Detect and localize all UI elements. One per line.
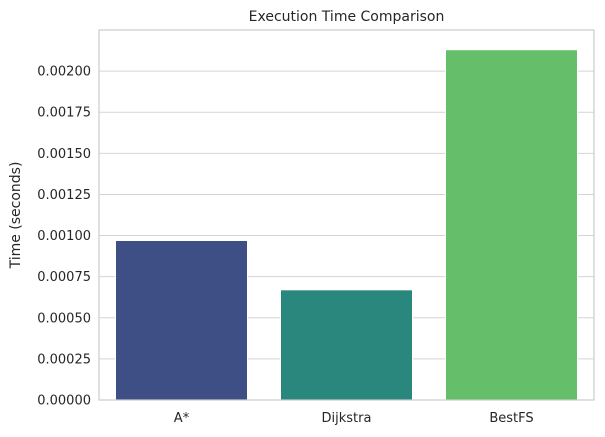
y-tick-label: 0.00100 [37,229,91,244]
chart-title: Execution Time Comparison [249,9,445,25]
y-tick-label: 0.00025 [37,352,91,367]
plot-frame [98,29,595,401]
y-tick-label: 0.00200 [37,65,91,80]
x-tick-label: BestFS [489,411,533,426]
y-tick-label: 0.00000 [37,394,91,409]
y-tick-label: 0.00050 [37,311,91,326]
bar-a [115,239,248,401]
y-axis-label: Time (seconds) [8,162,24,270]
x-tick-label: Dijkstra [322,411,372,426]
x-tick-label: A* [174,411,190,426]
x-tick-labels: A* Dijkstra BestFS [174,411,534,426]
bars [115,49,578,401]
bar-dijkstra [280,289,413,401]
y-tick-label: 0.00075 [37,270,91,285]
bar-bestfs [445,49,578,401]
y-tick-label: 0.00150 [37,147,91,162]
y-tick-label: 0.00175 [37,106,91,121]
y-tick-labels: 0.00000 0.00025 0.00050 0.00075 0.00100 0.001… [37,65,91,409]
y-tick-label: 0.00125 [37,188,91,203]
